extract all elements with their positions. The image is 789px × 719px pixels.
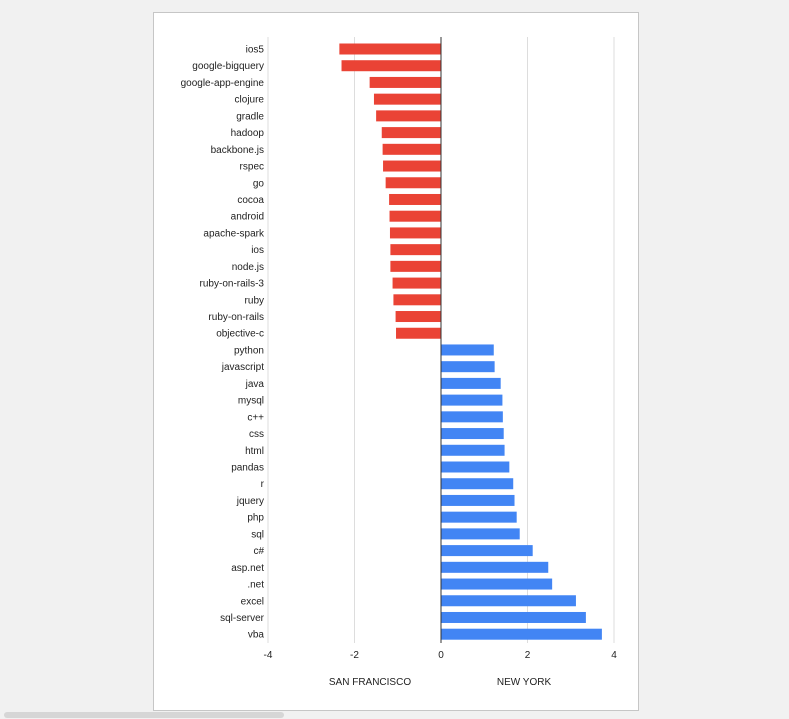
bar-google-bigquery [341,60,441,72]
category-label: asp.net [231,563,264,574]
bar-gradle [376,110,441,122]
bar-chart: ios5 google-bigquery google-app-engine cloj… [181,37,618,688]
category-label: pandas [231,463,264,474]
bar-objective-c [396,327,441,339]
bar-c# [441,545,533,557]
category-label: gradle [236,111,264,122]
bar-asp.net [441,561,549,573]
bar-ios5 [339,43,441,55]
bar-ruby [393,294,441,306]
category-label: css [249,429,264,440]
category-label: python [234,345,264,356]
bar-php [441,511,517,523]
bar-node.js [390,260,441,272]
bar-pandas [441,461,510,473]
category-label: vba [248,630,265,641]
x-tick-label: 0 [438,650,444,661]
group-label-negative: SAN FRANCISCO [329,677,411,688]
x-tick-label: 2 [525,650,531,661]
category-label: clojure [235,95,265,106]
bar-css [441,428,504,440]
category-label: apache-spark [203,228,265,239]
category-label: hadoop [231,128,265,139]
category-label: go [253,178,265,189]
category-label: javascript [221,362,264,373]
bar-go [385,177,441,189]
category-label: ruby-on-rails-3 [200,279,265,290]
bar-ruby-on-rails-3 [392,277,441,289]
bar-rspec [383,160,441,172]
x-tick-label: -2 [350,650,359,661]
bar-apache-spark [389,227,441,239]
category-label: backbone.js [211,145,264,156]
bar-ruby-on-rails [395,311,441,323]
bar-android [389,210,441,222]
category-label: c++ [247,412,264,423]
category-label: c# [253,546,264,557]
bar-sql [441,528,520,540]
bar-jquery [441,494,515,506]
x-tick-label: -4 [264,650,273,661]
bar-html [441,444,505,456]
category-label: .net [247,580,264,591]
category-label: google-bigquery [192,61,264,72]
bar-.net [441,578,553,590]
bar-mysql [441,394,503,406]
bar-r [441,478,514,490]
bar-python [441,344,494,356]
category-label: ios [251,245,264,256]
category-label: ios5 [246,45,265,56]
category-label: r [261,479,265,490]
x-tick-label: 4 [611,650,617,661]
category-label: html [245,446,264,457]
horizontal-scrollbar[interactable] [0,711,789,719]
category-label: google-app-engine [181,78,265,89]
bar-cocoa [389,193,441,205]
bar-ios [390,244,441,256]
scrollbar-thumb[interactable] [4,712,284,718]
category-label: jquery [236,496,264,507]
x-tick-labels: -4 -2 0 2 4 [264,650,618,661]
category-label: ruby [245,295,264,306]
category-label: sql-server [220,613,265,624]
bar-clojure [373,93,441,105]
bar-java [441,377,501,389]
bar-hadoop [381,127,441,139]
bar-vba [441,628,602,640]
category-label: sql [251,529,264,540]
category-label: rspec [240,162,264,173]
bar-google-app-engine [369,76,441,88]
category-label: php [247,513,264,524]
category-label: mysql [238,396,264,407]
category-label: android [231,212,264,223]
category-label: excel [241,596,264,607]
category-labels: ios5 google-bigquery google-app-engine cloj… [181,45,265,641]
group-label-positive: NEW YORK [497,677,552,688]
bar-javascript [441,361,495,373]
category-label: java [245,379,265,390]
category-label: node.js [232,262,264,273]
bar-c++ [441,411,503,423]
category-label: ruby-on-rails [208,312,264,323]
category-label: objective-c [216,329,264,340]
category-label: cocoa [237,195,264,206]
bar-excel [441,595,576,607]
bar-backbone.js [382,143,441,155]
chart-frame: ios5 google-bigquery google-app-engine cloj… [153,12,639,711]
bar-sql-server [441,611,586,623]
bars [339,37,602,643]
